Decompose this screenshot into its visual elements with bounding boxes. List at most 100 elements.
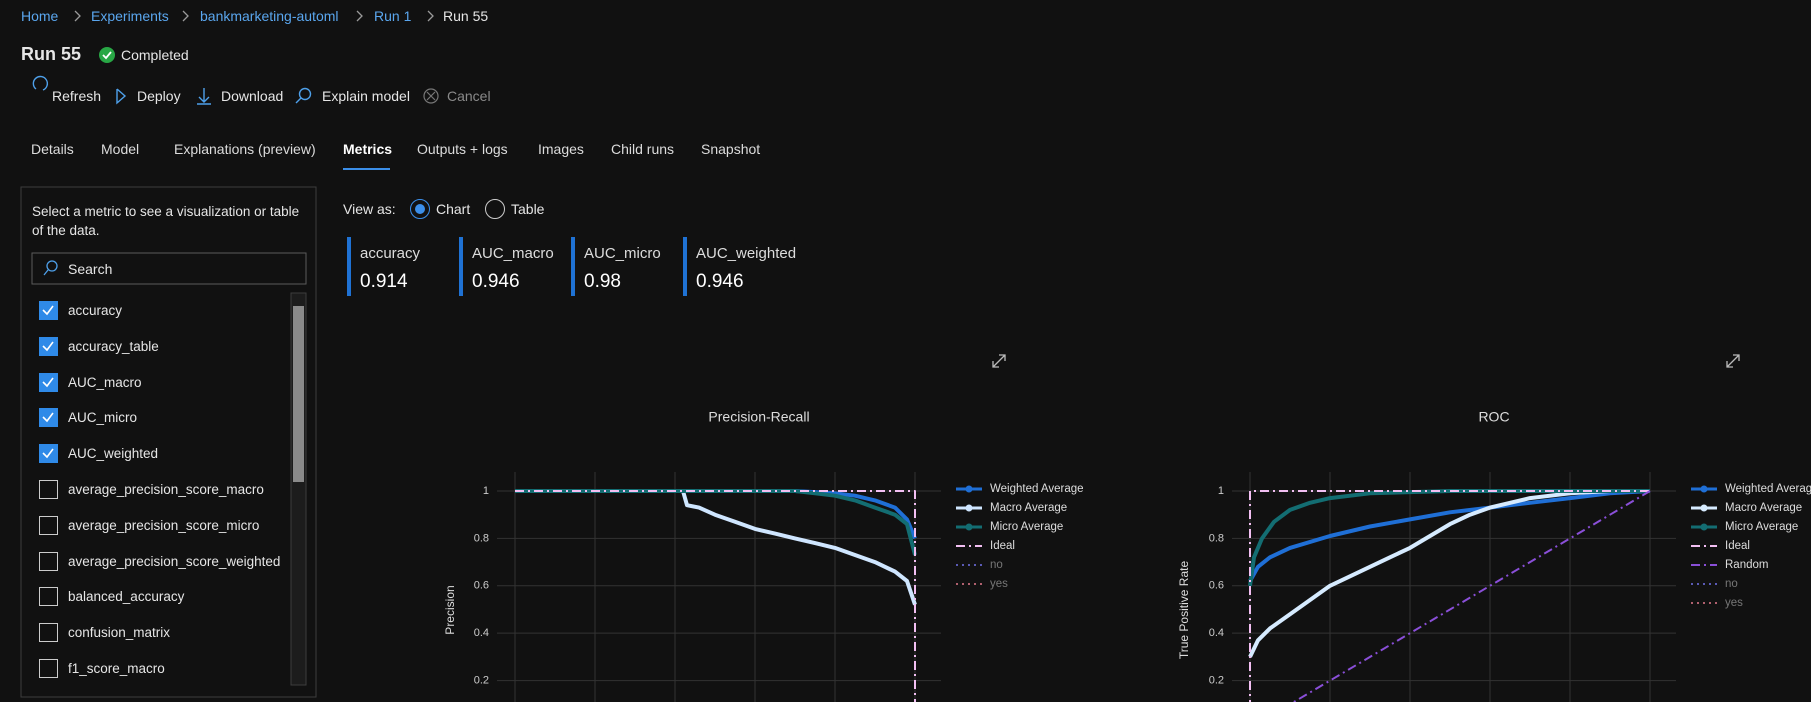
view-as-label: View as: (343, 201, 396, 217)
expand-icons[interactable] (992, 354, 1740, 368)
legend-label: Micro Average (1725, 521, 1798, 533)
breadcrumb-separators (74, 10, 434, 22)
card-accent (571, 237, 575, 296)
y-axis-label: True Positive Rate (1177, 561, 1191, 660)
metric-name[interactable]: accuracy_table (68, 338, 159, 354)
metric-checkbox[interactable] (39, 444, 58, 464)
legend-label: Micro Average (990, 521, 1063, 533)
metric-checkbox[interactable] (39, 515, 58, 535)
metric-checkbox[interactable] (39, 408, 58, 428)
check (42, 341, 54, 352)
toolbar-icons (32, 75, 312, 105)
legend-marker (1700, 504, 1708, 512)
sidebar-frame (20, 186, 317, 698)
card-value: 0.946 (472, 271, 520, 292)
metric-checkbox[interactable] (39, 336, 58, 356)
legend-label: no (1725, 578, 1738, 590)
breadcrumb-item[interactable]: bankmarketing-automl (200, 8, 339, 24)
card-label: AUC_micro (584, 245, 661, 262)
metric-name[interactable]: average_precision_score_macro (68, 482, 264, 497)
metric-name[interactable]: balanced_accuracy (68, 589, 185, 605)
check (42, 305, 54, 316)
tab[interactable]: Details (31, 141, 74, 157)
legend-label: no (990, 559, 1003, 571)
card-accent (347, 237, 351, 296)
metric-name[interactable]: accuracy (68, 303, 123, 318)
tab[interactable]: Model (101, 141, 140, 157)
series-line (1249, 490, 1650, 702)
tab[interactable]: Metrics (343, 141, 393, 157)
tab[interactable]: Outputs + logs (417, 141, 508, 157)
card-accent (459, 237, 463, 296)
radio[interactable] (410, 199, 430, 219)
toolbar-button[interactable]: Deploy (137, 88, 181, 104)
active-tab-underline (343, 168, 390, 170)
breadcrumb-item[interactable]: Home (21, 8, 59, 24)
check (42, 377, 54, 387)
scrollbar-thumb[interactable] (293, 306, 304, 482)
series-line (1248, 489, 1650, 658)
metric-name[interactable]: AUC_macro (68, 374, 142, 390)
sidebar-prompt: Select a metric to see a visualization o… (32, 204, 300, 238)
radio[interactable] (485, 199, 505, 219)
metric-checkbox[interactable] (39, 372, 58, 392)
metric-name[interactable]: AUC_weighted (68, 446, 159, 462)
y-tick-label: 0.2 (1209, 674, 1224, 686)
series-line (515, 489, 917, 606)
card-accent (683, 237, 687, 296)
legend-label: Macro Average (1725, 502, 1802, 514)
y-tick-label: 0.4 (474, 627, 489, 639)
series-line (515, 490, 916, 702)
metric-name[interactable]: f1_score_macro (68, 661, 165, 676)
y-tick-label: 0.6 (1209, 580, 1224, 592)
legend-label: Weighted Average (1725, 483, 1811, 495)
breadcrumb-item[interactable]: Run 1 (374, 8, 412, 24)
metric-checkbox[interactable] (39, 587, 58, 607)
legend-label: Weighted Average (990, 483, 1084, 495)
series-line (1291, 490, 1651, 702)
run-status: Completed (121, 47, 189, 63)
y-tick-label: 1 (483, 485, 489, 497)
tab[interactable]: Explanations (preview) (174, 141, 316, 157)
metric-name[interactable]: average_precision_score_micro (68, 517, 260, 533)
metric-checkbox[interactable] (39, 623, 58, 643)
toolbar-button[interactable]: Cancel (447, 88, 491, 104)
tab[interactable]: Images (538, 141, 584, 157)
radio-label[interactable]: Chart (436, 201, 471, 217)
y-axis-label: Precision (443, 585, 457, 634)
y-tick-label: 0.8 (474, 532, 489, 544)
legend-marker (965, 485, 973, 493)
y-tick-label: 0.8 (1209, 532, 1224, 544)
metric-checkbox[interactable] (39, 301, 58, 320)
metric-name[interactable]: average_precision_score_weighted (68, 553, 281, 569)
y-tick-label: 0.2 (474, 674, 489, 686)
chart-title: ROC (1478, 409, 1509, 425)
check (42, 448, 54, 459)
toolbar-button[interactable]: Explain model (322, 88, 410, 104)
tab[interactable]: Snapshot (701, 141, 761, 157)
card-value: 0.98 (584, 271, 621, 292)
breadcrumb-item[interactable]: Experiments (91, 8, 169, 24)
search-box[interactable] (31, 252, 307, 285)
metric-name[interactable]: AUC_micro (68, 410, 138, 426)
legend-label: yes (1725, 597, 1743, 609)
legend-label: yes (990, 578, 1008, 590)
card-label: AUC_macro (472, 245, 554, 262)
metric-checkbox[interactable] (39, 551, 58, 571)
series-line (515, 489, 917, 556)
check (42, 412, 54, 423)
card-label: accuracy (360, 245, 421, 262)
metric-name[interactable]: confusion_matrix (68, 625, 171, 641)
tab[interactable]: Child runs (611, 141, 675, 157)
toolbar-button[interactable]: Refresh (52, 88, 102, 104)
legend-marker (1700, 523, 1708, 531)
metric-checkbox[interactable] (39, 659, 58, 678)
metric-checkbox[interactable] (39, 480, 58, 499)
toolbar-button[interactable]: Download (221, 88, 284, 104)
cancel-icon (423, 88, 439, 104)
radio-label[interactable]: Table (511, 201, 545, 217)
card-value: 0.946 (696, 271, 744, 292)
